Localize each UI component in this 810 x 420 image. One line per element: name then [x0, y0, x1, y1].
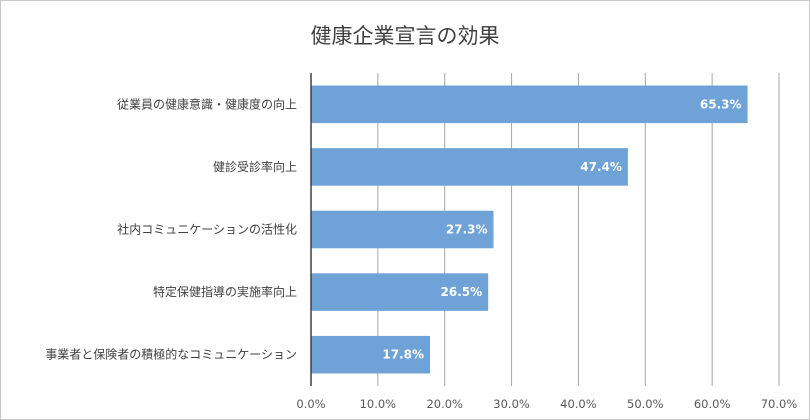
x-tick-label: 10.0% — [360, 397, 397, 411]
data-label: 17.8% — [382, 348, 424, 362]
x-tick-label: 60.0% — [694, 397, 731, 411]
x-tick-label: 30.0% — [493, 397, 530, 411]
data-label: 27.3% — [446, 223, 488, 237]
x-tick-label: 70.0% — [761, 397, 798, 411]
category-label: 特定保健指導の実施率向上 — [153, 284, 297, 299]
x-tick-label: 40.0% — [560, 397, 597, 411]
data-label: 47.4% — [580, 160, 622, 174]
bar — [311, 273, 489, 311]
data-label: 26.5% — [441, 285, 483, 299]
x-tick-label: 20.0% — [426, 397, 463, 411]
category-label: 健診受診率向上 — [213, 159, 297, 174]
category-label: 社内コミュニケーションの活性化 — [117, 222, 297, 237]
x-tick-label: 50.0% — [627, 397, 664, 411]
bar — [311, 148, 628, 186]
bar — [311, 335, 431, 374]
bar — [311, 210, 494, 249]
x-tick-label: 0.0% — [296, 397, 325, 411]
category-label: 事業者と保険者の積極的なコミュニケーション — [45, 347, 297, 362]
bar — [311, 85, 748, 124]
category-label: 従業員の健康意識・健康度の向上 — [117, 96, 297, 111]
data-label: 65.3% — [700, 97, 742, 111]
chart-title: 健康企業宣言の効果 — [311, 24, 500, 48]
